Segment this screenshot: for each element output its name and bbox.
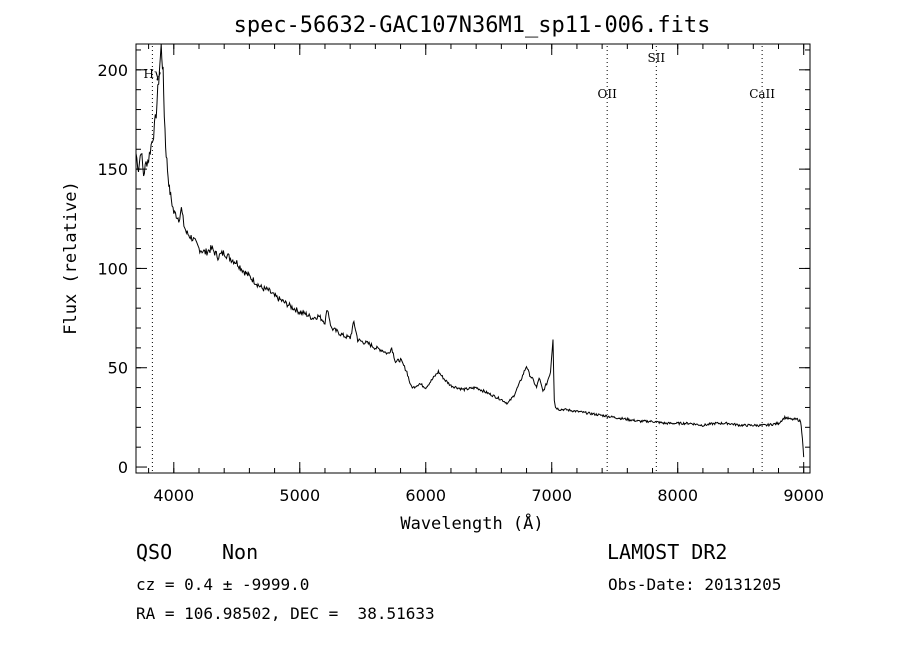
y-tick-label: 0 — [118, 458, 128, 477]
y-tick-label: 50 — [108, 359, 128, 378]
x-tick-label: 5000 — [279, 486, 320, 505]
x-tick-label: 9000 — [783, 486, 824, 505]
coordinates: RA = 106.98502, DEC = 38.51633 — [136, 604, 435, 623]
plot-area: 4000 5000 6000 7000 8000 9000 0 50 100 150 200 Hγ OI… — [97, 43, 824, 505]
line-marker-label: OII — [598, 87, 618, 101]
survey-name: LAMOST DR2 — [607, 540, 728, 564]
x-tick-label: 6000 — [405, 486, 446, 505]
object-class: QSO — [136, 540, 173, 564]
line-marker-label: CaII — [749, 87, 775, 101]
redshift-cz: cz = 0.4 ± -9999.0 — [136, 575, 310, 594]
plot-frame — [135, 43, 811, 474]
x-tick-label: 8000 — [657, 486, 698, 505]
x-tick-label: 4000 — [153, 486, 194, 505]
spectrum-line-0 — [135, 43, 805, 458]
y-axis-label: Flux (relative) — [61, 181, 81, 335]
object-subclass: Non — [222, 540, 259, 564]
y-tick-label: 150 — [97, 160, 128, 179]
chart-title: spec-56632-GAC107N36M1_sp11-006.fits — [234, 13, 711, 38]
y-tick-label: 200 — [97, 61, 128, 80]
line-marker-label: Hγ — [144, 67, 162, 81]
x-tick-label: 7000 — [531, 486, 572, 505]
y-tick-label: 100 — [97, 259, 128, 278]
observation-date: Obs-Date: 20131205 — [608, 575, 782, 594]
line-marker-label: SII — [647, 51, 665, 65]
x-axis-label: Wavelength (Å) — [400, 512, 543, 534]
